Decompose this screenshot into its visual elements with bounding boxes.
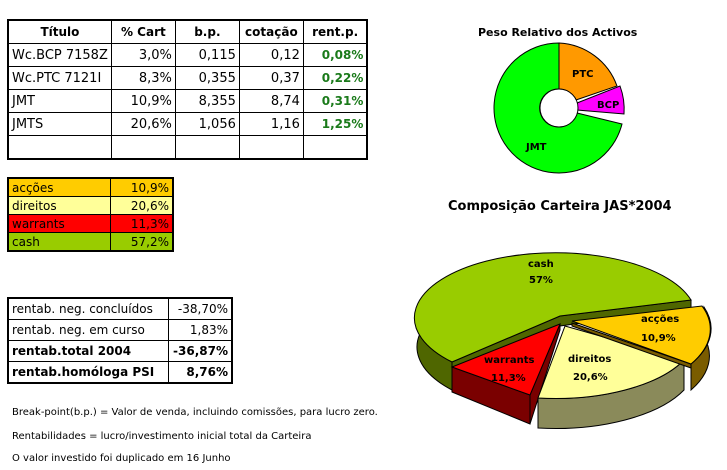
note-investido: O valor investido foi duplicado em 16 Ju… [12, 453, 231, 464]
cell-titulo[interactable]: Wc.PTC 7121I [7, 66, 112, 90]
pie-label-accoes-name: acções [641, 314, 679, 325]
cell-cotacao[interactable]: 1,16 [238, 112, 304, 136]
pie-label-accoes-pct: 10,9% [641, 333, 676, 344]
category-value[interactable]: 11,3% [109, 214, 174, 233]
cell-empty[interactable] [110, 135, 176, 160]
summary-row: rentab. neg. em curso 1,83% [7, 319, 233, 341]
summary-row-psi: rentab.homóloga PSI 8,76% [7, 361, 233, 384]
category-value[interactable]: 10,9% [109, 177, 174, 197]
category-row-warrants: warrants 11,3% [7, 214, 174, 233]
summary-label[interactable]: rentab.homóloga PSI [7, 361, 169, 384]
pie-label-cash-name: cash [528, 259, 554, 270]
donut-slice-bcp[interactable] [576, 85, 625, 115]
category-label[interactable]: cash [7, 232, 111, 252]
header-pct-cart: % Cart [110, 19, 176, 44]
cell-cotacao[interactable]: 0,37 [238, 66, 304, 90]
summary-value[interactable]: -36,87% [167, 340, 233, 362]
pie-label-warrants-name: warrants [484, 355, 534, 366]
summary-label[interactable]: rentab. neg. em curso [7, 319, 169, 341]
summary-row-total: rentab.total 2004 -36,87% [7, 340, 233, 362]
table-row: Wc.PTC 7121I 8,3% 0,355 0,37 0,22% [7, 66, 368, 90]
cell-pct-cart[interactable]: 20,6% [110, 112, 176, 136]
cell-empty[interactable] [302, 135, 368, 160]
pie-slice-accoes[interactable] [571, 305, 711, 365]
summary-value[interactable]: 8,76% [167, 361, 233, 384]
cell-bp[interactable]: 0,115 [174, 43, 240, 67]
note-rentabilidades: Rentabilidades = lucro/investimento inic… [12, 431, 312, 442]
pie-chart-title: Composição Carteira JAS*2004 [448, 199, 672, 214]
pie3d-chart [413, 252, 712, 429]
donut-chart-title: Peso Relativo dos Activos [478, 26, 638, 39]
donut-chart [493, 42, 625, 174]
cell-titulo[interactable]: JMTS [7, 112, 112, 136]
summary-table: rentab. neg. concluídos -38,70% rentab. … [7, 297, 233, 384]
cell-empty[interactable] [238, 135, 304, 160]
donut-label-ptc: PTC [572, 69, 594, 80]
summary-label[interactable]: rentab.total 2004 [7, 340, 169, 362]
cell-empty[interactable] [7, 135, 112, 160]
pie-slice-direitos[interactable] [537, 325, 685, 399]
cell-bp[interactable]: 0,355 [174, 66, 240, 90]
cell-rent[interactable]: 0,22% [302, 66, 368, 90]
pie-slice-cash[interactable] [413, 252, 692, 363]
category-table: acções 10,9% direitos 20,6% warrants 11,… [7, 177, 174, 252]
cell-rent[interactable]: 0,31% [302, 89, 368, 113]
cell-cotacao[interactable]: 0,12 [238, 43, 304, 67]
cell-rent[interactable]: 1,25% [302, 112, 368, 136]
category-label[interactable]: acções [7, 177, 111, 197]
category-row-cash: cash 57,2% [7, 232, 174, 252]
table-row: Wc.BCP 7158Z 3,0% 0,115 0,12 0,08% [7, 43, 368, 67]
summary-value[interactable]: -38,70% [167, 297, 233, 320]
assets-table: Título % Cart b.p. cotação rent.p. Wc.BC… [7, 19, 369, 160]
pie-label-cash-pct: 57% [529, 275, 553, 286]
cell-cotacao[interactable]: 8,74 [238, 89, 304, 113]
table-row-empty [7, 135, 368, 160]
donut-label-bcp: BCP [597, 100, 619, 111]
note-breakpoint: Break-point(b.p.) = Valor de venda, incl… [12, 407, 378, 418]
table-row: JMTS 20,6% 1,056 1,16 1,25% [7, 112, 368, 136]
category-row-accoes: acções 10,9% [7, 177, 174, 197]
pie-label-warrants-pct: 11,3% [491, 373, 526, 384]
cell-empty[interactable] [174, 135, 240, 160]
category-row-direitos: direitos 20,6% [7, 196, 174, 215]
table-row: JMT 10,9% 8,355 8,74 0,31% [7, 89, 368, 113]
pie-label-direitos-name: direitos [568, 354, 611, 365]
donut-label-jmt: JMT [525, 142, 547, 153]
category-label[interactable]: warrants [7, 214, 111, 233]
pie-slice-warrants[interactable] [450, 323, 561, 396]
table-header-row: Título % Cart b.p. cotação rent.p. [7, 19, 368, 44]
pie-label-direitos-pct: 20,6% [573, 372, 608, 383]
category-value[interactable]: 57,2% [109, 232, 174, 252]
